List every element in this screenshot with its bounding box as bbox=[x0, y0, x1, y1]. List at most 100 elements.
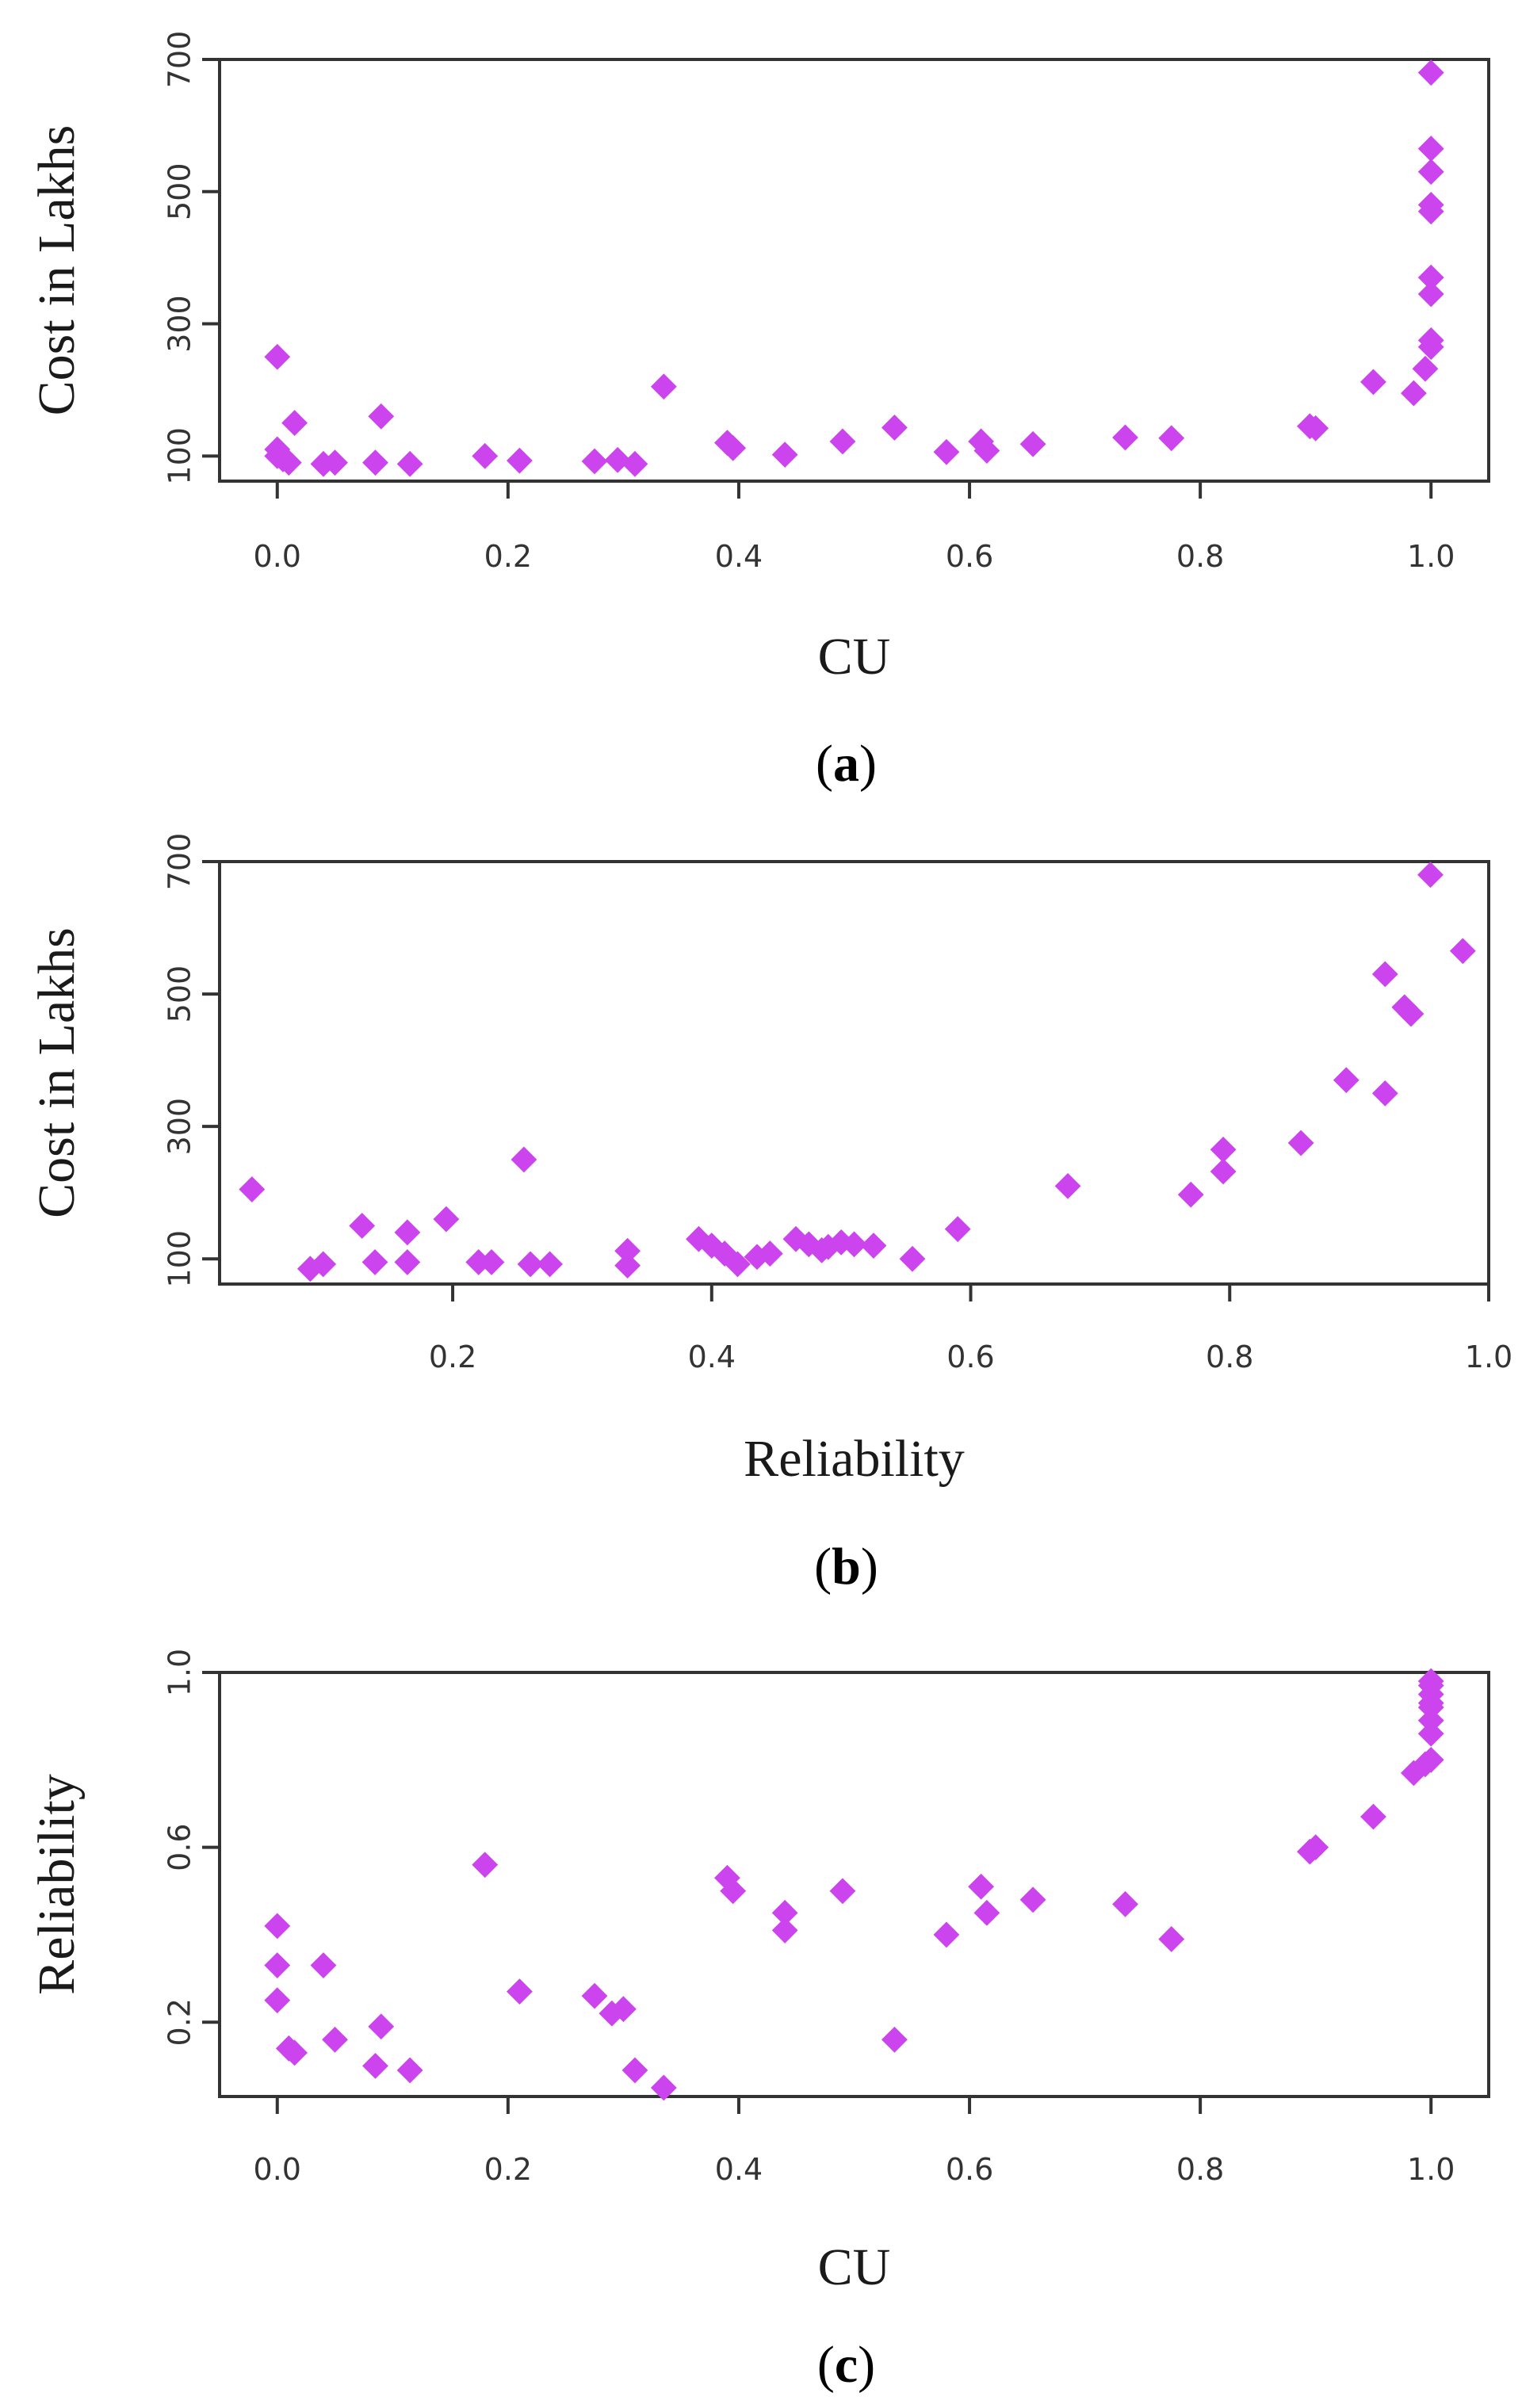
data-point bbox=[973, 438, 1000, 464]
data-point bbox=[1417, 862, 1444, 889]
panel-c: 0.0 0.2 0.4 0.6 0.8 1.0 0.2 0.6 1.0 CU Reliability… bbox=[28, 1649, 1490, 2394]
data-point bbox=[1449, 938, 1476, 965]
data-point bbox=[394, 1219, 421, 1246]
data-point bbox=[650, 2074, 677, 2101]
data-point bbox=[511, 1146, 537, 1173]
data-point bbox=[1417, 264, 1444, 291]
data-point bbox=[362, 2052, 388, 2079]
data-point bbox=[1210, 1158, 1237, 1185]
data-point bbox=[771, 441, 798, 468]
y-tick-label: 0.2 bbox=[163, 1998, 197, 2046]
y-tick-label: 500 bbox=[163, 965, 197, 1023]
x-tick-label: 0.6 bbox=[946, 539, 993, 574]
data-point bbox=[362, 449, 388, 476]
panel-caption: (a) bbox=[816, 735, 877, 793]
data-point bbox=[720, 1878, 747, 1905]
data-point bbox=[973, 1899, 1000, 1926]
data-point bbox=[472, 442, 499, 469]
data-point bbox=[349, 1213, 376, 1239]
x-tick-label: 0.8 bbox=[1176, 539, 1224, 574]
data-point bbox=[1112, 1890, 1138, 1917]
data-point bbox=[322, 449, 348, 476]
y-tick-label: 300 bbox=[163, 295, 197, 353]
panel-caption: (b) bbox=[814, 1538, 878, 1596]
data-point bbox=[944, 1216, 971, 1243]
data-point bbox=[1417, 1720, 1444, 1747]
x-axis-label: CU bbox=[818, 2238, 891, 2296]
data-point bbox=[614, 1252, 641, 1279]
data-point bbox=[517, 1251, 544, 1278]
data-point bbox=[771, 1917, 798, 1944]
data-point bbox=[1412, 355, 1439, 382]
plot-frame bbox=[218, 58, 1490, 483]
y-tick-label: 700 bbox=[163, 31, 197, 89]
x-tick-label: 0.8 bbox=[1206, 1340, 1253, 1374]
data-point bbox=[1112, 424, 1138, 451]
data-point bbox=[1158, 425, 1185, 452]
data-point bbox=[725, 1251, 751, 1278]
data-point bbox=[310, 1952, 337, 1978]
y-tick-label: 300 bbox=[163, 1098, 197, 1156]
data-point bbox=[396, 2057, 423, 2084]
data-point bbox=[860, 1233, 887, 1259]
data-point bbox=[394, 1249, 421, 1275]
y-tick-label: 0.6 bbox=[163, 1823, 197, 1871]
data-point bbox=[698, 1233, 725, 1259]
x-tick-label: 0.6 bbox=[946, 2152, 993, 2187]
data-point bbox=[507, 1978, 533, 2005]
data-point bbox=[720, 434, 747, 461]
data-point bbox=[1054, 1172, 1081, 1199]
data-point bbox=[650, 373, 677, 400]
data-point bbox=[829, 1878, 856, 1905]
data-point bbox=[1417, 159, 1444, 185]
x-axis-label: Reliability bbox=[744, 1430, 965, 1488]
data-point bbox=[621, 2057, 648, 2084]
data-point bbox=[264, 1913, 291, 1940]
y-tick-label: 100 bbox=[163, 1230, 197, 1288]
x-tick-label: 0.2 bbox=[484, 2152, 532, 2187]
data-point bbox=[264, 1987, 291, 2014]
data-point bbox=[841, 1231, 867, 1258]
data-point bbox=[1302, 415, 1329, 441]
data-point bbox=[1417, 327, 1444, 354]
data-point bbox=[1417, 1746, 1444, 1773]
data-point bbox=[756, 1240, 783, 1267]
data-point bbox=[881, 415, 908, 441]
x-tick-label: 0.2 bbox=[429, 1340, 476, 1374]
data-point bbox=[1417, 1707, 1444, 1734]
data-point bbox=[322, 2026, 348, 2053]
data-point bbox=[581, 448, 608, 475]
data-point bbox=[881, 2026, 908, 2053]
data-point bbox=[275, 449, 302, 476]
data-point bbox=[604, 446, 631, 473]
data-point bbox=[899, 1245, 926, 1272]
data-point bbox=[433, 1206, 460, 1233]
plot-frame bbox=[218, 1671, 1490, 2098]
x-axis-label: CU bbox=[818, 628, 891, 686]
data-point bbox=[1019, 1886, 1046, 1913]
data-point bbox=[1417, 1668, 1444, 1695]
y-tick-label: 500 bbox=[163, 163, 197, 221]
data-point bbox=[537, 1251, 564, 1278]
data-point bbox=[1417, 192, 1444, 218]
y-axis-label: Cost in Lakhs bbox=[28, 125, 86, 416]
y-tick-label: 100 bbox=[163, 427, 197, 485]
data-point bbox=[1360, 1803, 1386, 1830]
x-tick-label: 0.2 bbox=[484, 539, 532, 574]
data-point bbox=[507, 447, 533, 474]
data-point bbox=[829, 428, 856, 455]
data-point bbox=[281, 410, 308, 437]
data-point bbox=[1417, 59, 1444, 86]
data-point bbox=[281, 2039, 308, 2066]
panel-a: 0.0 0.2 0.4 0.6 0.8 1.0 100 300 500 700 CU Cost in … bbox=[28, 31, 1490, 793]
data-point bbox=[1371, 1080, 1398, 1107]
data-point bbox=[396, 450, 423, 477]
data-point bbox=[581, 1982, 608, 2009]
x-tick-label: 0.4 bbox=[715, 2152, 763, 2187]
data-point bbox=[968, 1873, 995, 1900]
data-point bbox=[368, 403, 395, 430]
data-point bbox=[264, 1952, 291, 1978]
data-point bbox=[1333, 1067, 1359, 1094]
data-point bbox=[310, 1251, 337, 1278]
